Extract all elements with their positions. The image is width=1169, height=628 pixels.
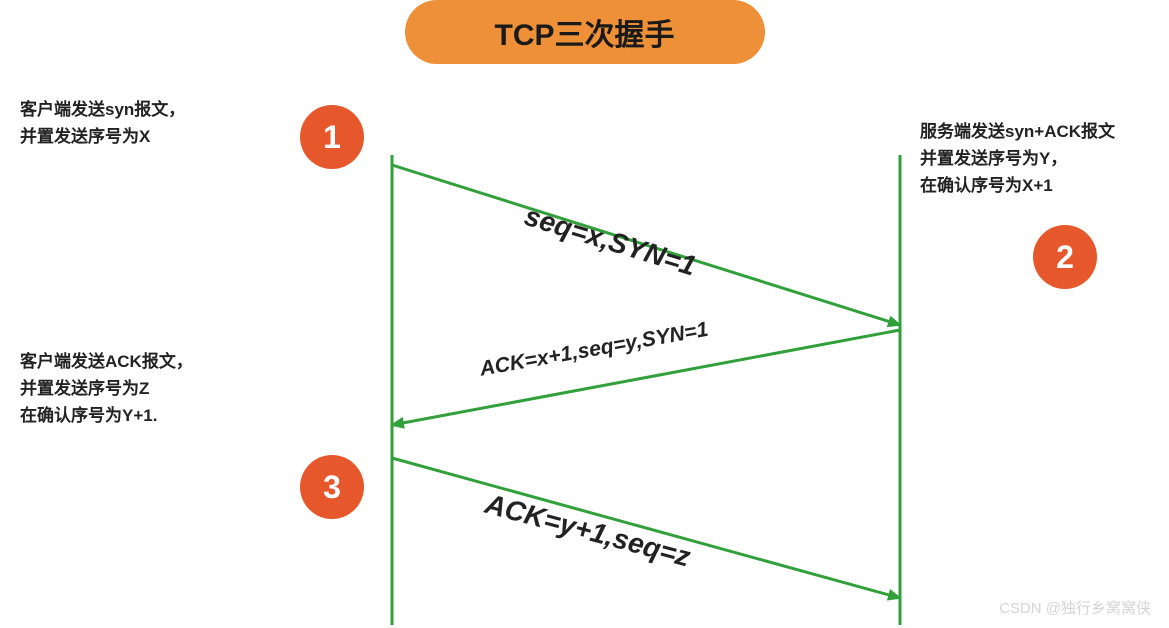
caption-line: 在确认序号为X+1 bbox=[920, 172, 1115, 199]
caption-line: 客户端发送ACK报文， bbox=[20, 348, 193, 375]
step-label-2: 2 bbox=[1056, 239, 1074, 276]
caption-server-synack: 服务端发送syn+ACK报文并置发送序号为Y，在确认序号为X+1 bbox=[920, 118, 1115, 200]
caption-line: 并置发送序号为Y， bbox=[920, 145, 1115, 172]
step-circle-1: 1 bbox=[300, 105, 364, 169]
caption-line: 服务端发送syn+ACK报文 bbox=[920, 118, 1115, 145]
msg-label-2: ACK=x+1,seq=y,SYN=1 bbox=[478, 318, 710, 382]
msg-label-3: ACK=y+1,seq=z bbox=[482, 488, 694, 573]
msg-line-3 bbox=[392, 458, 900, 598]
caption-line: 并置发送序号为Z bbox=[20, 375, 193, 402]
step-label-3: 3 bbox=[323, 469, 341, 506]
caption-line: 并置发送序号为X bbox=[20, 123, 185, 150]
caption-line: 在确认序号为Y+1. bbox=[20, 402, 193, 429]
step-circle-3: 3 bbox=[300, 455, 364, 519]
diagram-title: TCP三次握手 bbox=[405, 0, 765, 64]
msg-label-1: seq=x,SYN=1 bbox=[521, 200, 700, 282]
step-circle-2: 2 bbox=[1033, 225, 1097, 289]
caption-client-syn: 客户端发送syn报文，并置发送序号为X bbox=[20, 96, 185, 150]
watermark: CSDN @独行乡窝窝侠 bbox=[999, 597, 1151, 618]
caption-client-ack: 客户端发送ACK报文，并置发送序号为Z在确认序号为Y+1. bbox=[20, 348, 193, 430]
step-label-1: 1 bbox=[323, 119, 341, 156]
caption-line: 客户端发送syn报文， bbox=[20, 96, 185, 123]
